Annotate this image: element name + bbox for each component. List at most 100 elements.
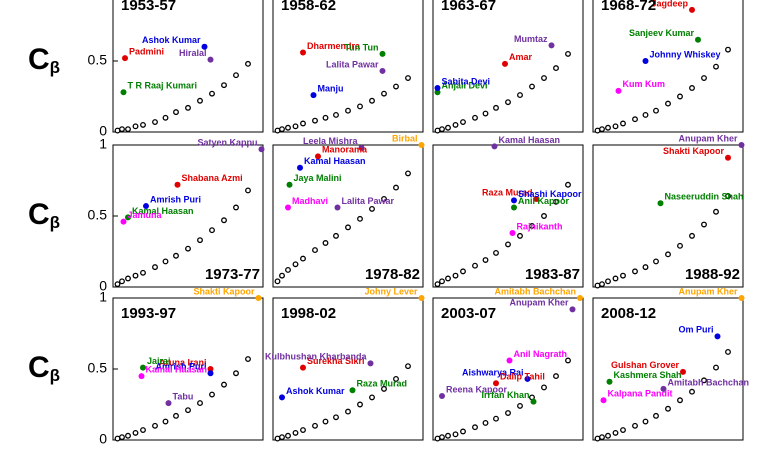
point [725, 46, 731, 53]
point-label: Kamal Haasan [146, 364, 208, 374]
highlight-point [714, 333, 721, 340]
point [381, 90, 387, 97]
point [677, 242, 683, 249]
point-label: Kamal Haasan [499, 135, 561, 145]
point [357, 215, 363, 222]
point [713, 63, 719, 70]
highlight-point [606, 378, 613, 385]
point [642, 112, 649, 118]
highlight-point [367, 360, 374, 367]
highlight-point [285, 204, 291, 211]
panel-frame [272, 144, 424, 288]
y-tick-label: 1 [99, 289, 107, 305]
point [119, 126, 125, 133]
point-label: Om Puri [678, 325, 713, 335]
panel-frame [592, 144, 744, 288]
highlight-point [491, 143, 498, 150]
point-label: Anupam Kher [509, 298, 569, 308]
point-label: Gulshan Grover [611, 360, 680, 370]
period-label: 1968-72 [601, 0, 656, 14]
point [114, 281, 121, 288]
highlight-point [506, 357, 513, 364]
point-label: Sanjeev Kumar [629, 28, 695, 38]
point-label: Surekha Sikri [307, 356, 365, 366]
point [689, 232, 695, 239]
highlight-point [569, 306, 576, 313]
point [653, 412, 659, 419]
highlight-point [349, 387, 356, 394]
point [285, 267, 291, 273]
point [605, 432, 611, 439]
point-label: Jamuna [128, 210, 163, 220]
point [333, 414, 339, 421]
point [541, 213, 547, 219]
point-label: Raza Murad [357, 379, 408, 389]
point [279, 126, 285, 133]
highlight-point [258, 146, 265, 153]
point [599, 281, 605, 288]
highlight-point [379, 67, 386, 74]
point [345, 224, 351, 231]
point [482, 257, 489, 263]
point-label: Anupam Kher [678, 133, 738, 143]
point [393, 83, 399, 90]
point [505, 241, 511, 248]
point [517, 232, 523, 239]
point [505, 99, 511, 106]
point [125, 432, 131, 439]
point-label: Johny Lever [364, 286, 418, 296]
point [357, 401, 363, 408]
point [620, 120, 626, 127]
point [505, 410, 511, 416]
point [185, 245, 191, 252]
point [565, 50, 571, 57]
point [132, 429, 139, 436]
point-label: Shabana Azmi [182, 173, 243, 183]
point-label: Tabu [173, 391, 194, 401]
point [632, 268, 638, 275]
highlight-point [615, 87, 622, 94]
point-label: Kum Kum [623, 79, 666, 89]
point [245, 187, 251, 194]
point [541, 384, 547, 391]
highlight-point [418, 142, 425, 148]
point-label: Anjali Devi [442, 81, 488, 91]
point-label: Kashmera Shah [614, 370, 682, 380]
y-axis-label-sub: β [50, 366, 60, 385]
point [653, 258, 659, 265]
point [233, 370, 239, 377]
point [322, 114, 329, 121]
point [701, 75, 707, 81]
highlight-point [511, 197, 517, 204]
y-axis-label-main: C [28, 198, 50, 231]
highlight-point [439, 392, 445, 399]
y-axis-label-main: C [28, 43, 50, 76]
point [460, 428, 466, 435]
period-label: 1993-97 [121, 305, 176, 322]
point [677, 93, 683, 100]
highlight-point [120, 218, 127, 225]
period-label: 1983-87 [525, 266, 580, 283]
highlight-point [286, 181, 293, 188]
point-label: Amrish Puri [150, 194, 201, 204]
point [599, 126, 605, 133]
point-label: Kamal Haasan [304, 156, 366, 166]
highlight-point [300, 364, 306, 371]
highlight-point [143, 203, 149, 210]
highlight-point [120, 89, 127, 96]
highlight-point [600, 397, 607, 404]
period-label: 1978-82 [365, 266, 420, 283]
point-label: Rajnikanth [517, 221, 563, 231]
period-label: 1998-02 [281, 305, 336, 322]
point [173, 412, 179, 419]
point [599, 434, 605, 441]
point [162, 114, 169, 121]
point [152, 119, 158, 126]
highlight-point [334, 204, 341, 211]
highlight-point [738, 142, 745, 148]
point [493, 104, 499, 111]
point [689, 388, 695, 395]
point [620, 272, 626, 279]
point [162, 258, 169, 265]
point [132, 123, 139, 130]
